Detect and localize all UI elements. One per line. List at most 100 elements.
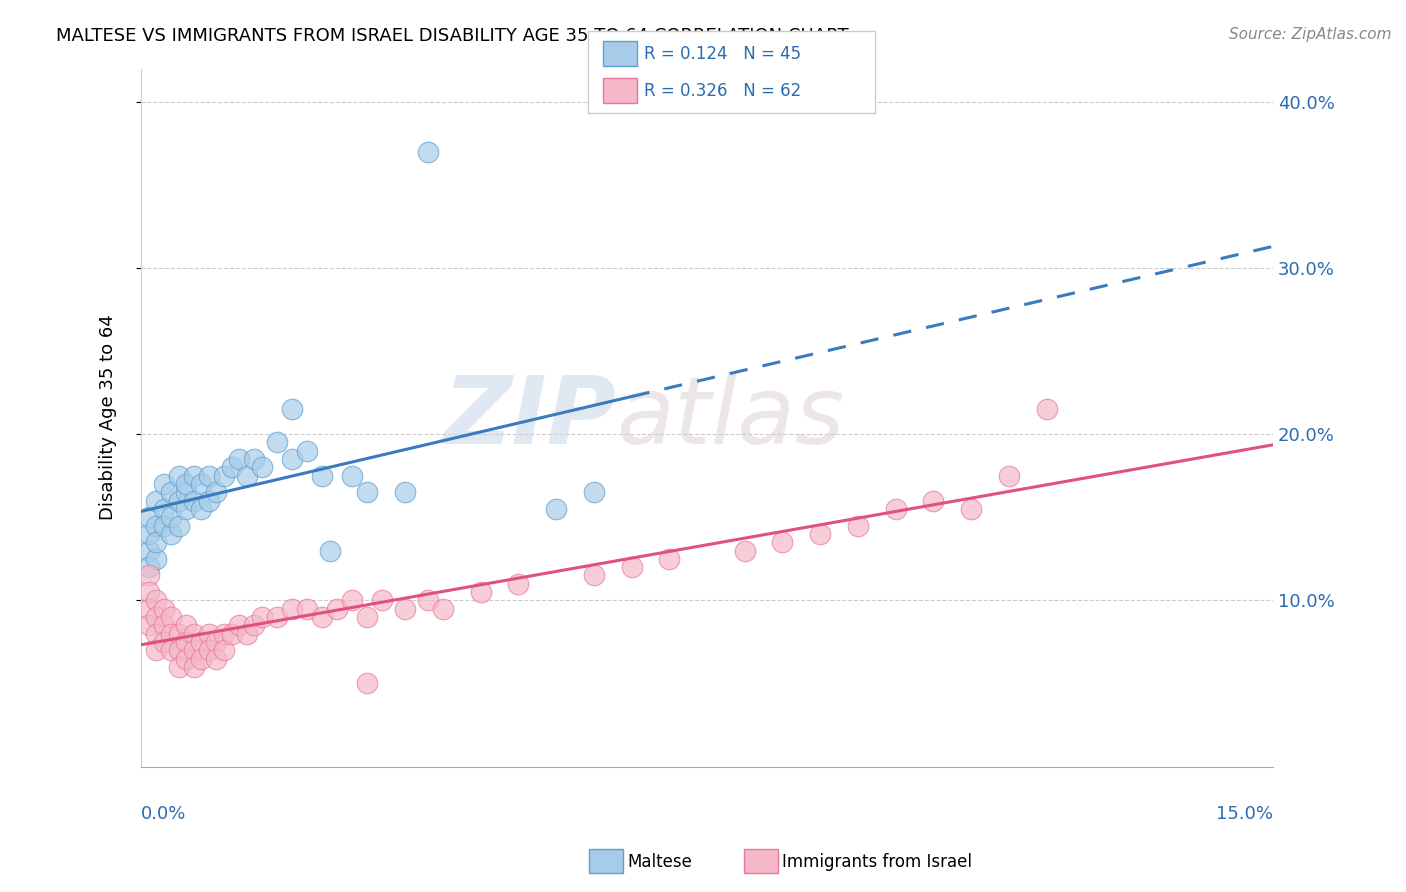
Text: R = 0.124   N = 45: R = 0.124 N = 45 — [644, 45, 801, 62]
Point — [243, 618, 266, 632]
Point — [152, 518, 174, 533]
Point — [138, 543, 160, 558]
Point — [846, 518, 869, 533]
Point — [160, 610, 183, 624]
Point — [152, 502, 174, 516]
Point — [342, 468, 364, 483]
Y-axis label: Disability Age 35 to 64: Disability Age 35 to 64 — [100, 315, 117, 520]
Point — [138, 618, 160, 632]
Point — [167, 626, 190, 640]
Point — [145, 593, 167, 607]
Point — [470, 585, 492, 599]
Point — [394, 485, 416, 500]
Text: MALTESE VS IMMIGRANTS FROM ISRAEL DISABILITY AGE 35 TO 64 CORRELATION CHART: MALTESE VS IMMIGRANTS FROM ISRAEL DISABI… — [56, 27, 849, 45]
Point — [582, 568, 605, 582]
Point — [145, 493, 167, 508]
Point — [145, 610, 167, 624]
Point — [311, 468, 333, 483]
Point — [371, 593, 394, 607]
Point — [152, 618, 174, 632]
Point — [152, 601, 174, 615]
Text: 15.0%: 15.0% — [1216, 805, 1272, 823]
Point — [160, 510, 183, 524]
Text: atlas: atlas — [616, 372, 845, 463]
Point — [190, 502, 212, 516]
Point — [205, 651, 228, 665]
Point — [544, 502, 567, 516]
Point — [998, 468, 1021, 483]
Point — [190, 635, 212, 649]
Text: R = 0.326   N = 62: R = 0.326 N = 62 — [644, 82, 801, 100]
Point — [266, 435, 288, 450]
Point — [356, 485, 378, 500]
Point — [342, 593, 364, 607]
Text: Immigrants from Israel: Immigrants from Israel — [782, 853, 972, 871]
Point — [160, 485, 183, 500]
Point — [198, 468, 221, 483]
Point — [212, 626, 235, 640]
Point — [734, 543, 756, 558]
Point — [356, 676, 378, 690]
Point — [394, 601, 416, 615]
Point — [167, 643, 190, 657]
Point — [582, 485, 605, 500]
Point — [174, 502, 197, 516]
Point — [167, 493, 190, 508]
Point — [160, 626, 183, 640]
Point — [205, 485, 228, 500]
Point — [416, 593, 439, 607]
Point — [212, 643, 235, 657]
Point — [160, 643, 183, 657]
Point — [198, 643, 221, 657]
Point — [416, 145, 439, 159]
Point — [508, 576, 530, 591]
Point — [145, 551, 167, 566]
Point — [658, 551, 681, 566]
Point — [311, 610, 333, 624]
Point — [281, 452, 304, 467]
Point — [138, 601, 160, 615]
Point — [808, 527, 831, 541]
Point — [922, 493, 945, 508]
Point — [295, 601, 318, 615]
Point — [250, 610, 273, 624]
Point — [152, 477, 174, 491]
Point — [221, 460, 243, 475]
Point — [160, 527, 183, 541]
Point — [960, 502, 983, 516]
Point — [183, 493, 205, 508]
Point — [228, 618, 250, 632]
Point — [243, 452, 266, 467]
Point — [198, 493, 221, 508]
Point — [228, 452, 250, 467]
Point — [198, 626, 221, 640]
Point — [174, 485, 197, 500]
Point — [152, 635, 174, 649]
Point — [326, 601, 349, 615]
Text: Source: ZipAtlas.com: Source: ZipAtlas.com — [1229, 27, 1392, 42]
Point — [318, 543, 340, 558]
Point — [295, 443, 318, 458]
Point — [266, 610, 288, 624]
Point — [183, 660, 205, 674]
Point — [145, 535, 167, 549]
Point — [190, 651, 212, 665]
Text: Maltese: Maltese — [627, 853, 692, 871]
Point — [356, 610, 378, 624]
Point — [138, 527, 160, 541]
Point — [432, 601, 454, 615]
Point — [174, 477, 197, 491]
Point — [174, 618, 197, 632]
Text: ZIP: ZIP — [443, 372, 616, 464]
Point — [190, 477, 212, 491]
Point — [250, 460, 273, 475]
Point — [145, 518, 167, 533]
Point — [212, 468, 235, 483]
Point — [167, 468, 190, 483]
Point — [174, 635, 197, 649]
Point — [620, 560, 643, 574]
Point — [145, 626, 167, 640]
Point — [205, 635, 228, 649]
Point — [884, 502, 907, 516]
Point — [138, 510, 160, 524]
